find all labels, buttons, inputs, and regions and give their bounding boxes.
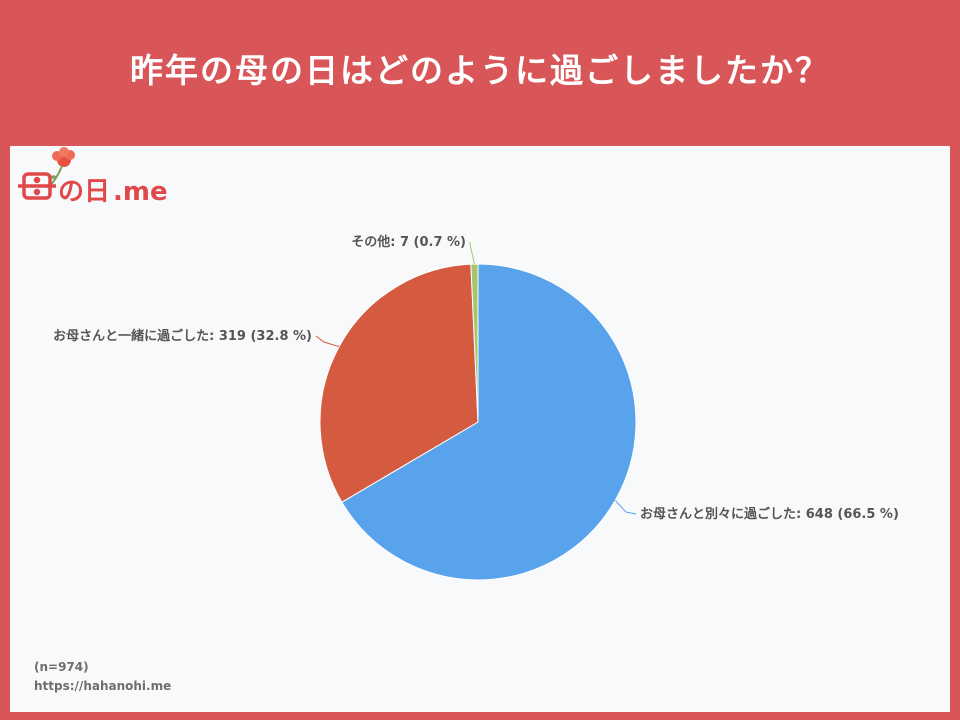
pie-chart: お母さんと別々に過ごした: 648 (66.5 %) お母さんと一緒に過ごした:… xyxy=(53,234,899,581)
sample-size: (n=974) xyxy=(34,660,89,674)
leader-line-together xyxy=(315,335,340,348)
haha-mark-icon xyxy=(18,172,56,200)
carnation-icon xyxy=(47,147,75,189)
chart-title: 昨年の母の日はどのように過ごしましたか？ xyxy=(130,51,830,90)
data-label-separately: お母さんと別々に過ごした: 648 (66.5 %) xyxy=(640,506,899,522)
pie-slice-together xyxy=(319,263,479,503)
data-label-other: その他: 7 (0.7 %) xyxy=(351,234,466,250)
site-logo: の日 .me xyxy=(18,147,168,206)
data-label-together: お母さんと一緒に過ごした: 319 (32.8 %) xyxy=(53,328,312,344)
leader-line-separately xyxy=(614,500,637,515)
pie-slice-other xyxy=(470,263,479,423)
logo-domain: .me xyxy=(113,177,168,206)
leader-line-other xyxy=(469,242,475,265)
logo-text: の日 xyxy=(58,177,110,206)
chart-panel: お母さんと別々に過ごした: 648 (66.5 %) お母さんと一緒に過ごした:… xyxy=(10,146,950,712)
source-url: https://hahanohi.me xyxy=(34,679,172,693)
